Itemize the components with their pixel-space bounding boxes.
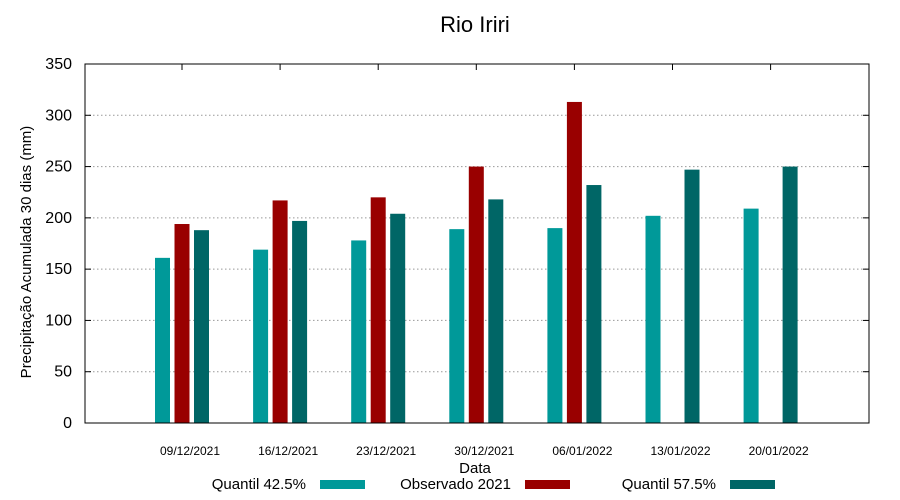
x-tick-label: 06/01/2022 xyxy=(552,444,612,458)
legend-swatch xyxy=(525,480,570,489)
bar xyxy=(155,257,170,423)
y-tick-label: 200 xyxy=(45,210,72,227)
y-tick-label: 50 xyxy=(54,364,72,381)
y-axis-ticks: 0 50 100 150 200 250 300 350 xyxy=(45,56,869,432)
y-tick-label: 300 xyxy=(45,107,72,124)
legend-swatch xyxy=(730,480,775,489)
x-axis-label: Data xyxy=(459,460,491,477)
bar xyxy=(174,224,190,423)
bar xyxy=(292,220,308,423)
y-tick-label: 250 xyxy=(45,159,72,176)
legend-label: Quantil 42.5% xyxy=(212,476,306,493)
x-tick-label: 30/12/2021 xyxy=(454,444,514,458)
legend: Quantil 42.5% Observado 2021 Quantil 57.5% xyxy=(212,476,775,493)
y-tick-label: 350 xyxy=(45,56,72,73)
bar xyxy=(782,166,798,424)
bar xyxy=(449,229,465,423)
bar xyxy=(390,213,406,423)
bars xyxy=(155,101,798,424)
x-tick-label: 09/12/2021 xyxy=(160,444,220,458)
x-tick-label: 23/12/2021 xyxy=(356,444,416,458)
bar xyxy=(566,101,582,424)
bar xyxy=(370,197,386,423)
legend-label: Observado 2021 xyxy=(400,476,511,493)
bar xyxy=(351,240,367,423)
bar xyxy=(468,166,484,424)
x-tick-label: 13/01/2022 xyxy=(650,444,710,458)
y-tick-label: 0 xyxy=(63,415,72,432)
bar xyxy=(253,249,269,423)
y-tick-label: 100 xyxy=(45,312,72,329)
bar xyxy=(547,228,563,423)
bar xyxy=(684,169,700,423)
y-axis-label: Precipitação Acumulada 30 dias (mm) xyxy=(18,126,35,379)
y-tick-label: 150 xyxy=(45,261,72,278)
x-axis-ticks: 09/12/2021 16/12/2021 23/12/2021 30/12/2021… xyxy=(160,64,809,458)
plot-frame xyxy=(84,63,870,424)
bar xyxy=(194,230,209,423)
legend-swatch xyxy=(320,480,365,489)
bar xyxy=(272,200,288,423)
bar xyxy=(743,208,759,423)
x-tick-label: 20/01/2022 xyxy=(749,444,809,458)
bar xyxy=(645,215,661,423)
legend-label: Quantil 57.5% xyxy=(622,476,716,493)
bar xyxy=(586,185,602,423)
bar xyxy=(488,199,504,423)
chart-title: Rio Iriri xyxy=(440,12,510,37)
x-tick-label: 16/12/2021 xyxy=(258,444,318,458)
